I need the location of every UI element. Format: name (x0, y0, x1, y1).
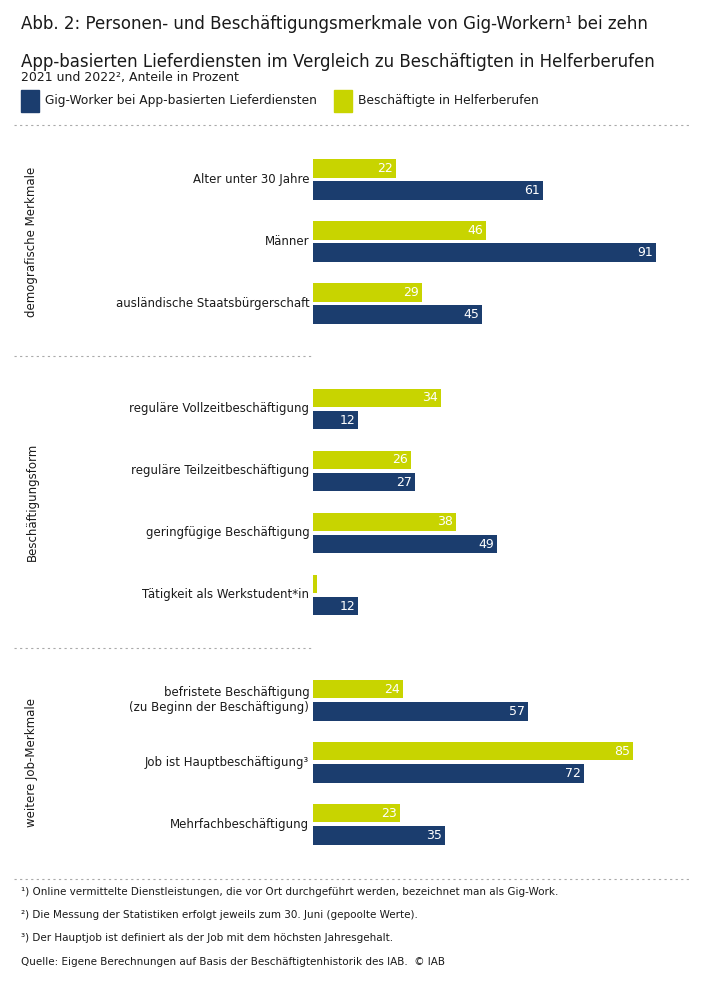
Text: 26: 26 (392, 454, 408, 467)
Text: geringfügige Beschäftigung: geringfügige Beschäftigung (146, 526, 309, 539)
Text: reguläre Teilzeitbeschäftigung: reguläre Teilzeitbeschäftigung (131, 465, 309, 478)
Text: Mehrfachbeschäftigung: Mehrfachbeschäftigung (170, 817, 309, 831)
Text: 46: 46 (467, 224, 483, 237)
Text: 45: 45 (464, 308, 479, 322)
Bar (313, 680, 403, 699)
Text: 61: 61 (524, 184, 540, 198)
Text: 2021 und 2022², Anteile in Prozent: 2021 und 2022², Anteile in Prozent (21, 71, 239, 84)
Text: Beschäftigungsform: Beschäftigungsform (26, 443, 38, 561)
Text: 12: 12 (339, 600, 355, 613)
Bar (313, 411, 358, 429)
Text: Job ist Hauptbeschäftigung³: Job ist Hauptbeschäftigung³ (145, 756, 309, 769)
Text: App-basierten Lieferdiensten im Vergleich zu Beschäftigten in Helferberufen: App-basierten Lieferdiensten im Vergleic… (21, 53, 655, 72)
Text: Abb. 2: Personen- und Beschäftigungsmerkmale von Gig-Workern¹ bei zehn: Abb. 2: Personen- und Beschäftigungsmerk… (21, 15, 648, 33)
Text: reguläre Vollzeitbeschäftigung: reguläre Vollzeitbeschäftigung (129, 402, 309, 415)
Text: Gig-Worker bei App-basierten Lieferdiensten: Gig-Worker bei App-basierten Lieferdiens… (45, 95, 316, 107)
Bar (313, 221, 486, 240)
Text: Beschäftigte in Helferberufen: Beschäftigte in Helferberufen (358, 95, 538, 107)
Text: 35: 35 (426, 829, 442, 842)
Bar (313, 244, 656, 262)
Text: demografische Merkmale: demografische Merkmale (26, 166, 38, 317)
Bar (313, 764, 584, 783)
Bar (313, 597, 358, 616)
Text: 12: 12 (339, 413, 355, 426)
Text: 22: 22 (377, 162, 392, 175)
Bar (313, 804, 400, 823)
Bar (313, 703, 528, 721)
Text: ²) Die Messung der Statistiken erfolgt jeweils zum 30. Juni (gepoolte Werte).: ²) Die Messung der Statistiken erfolgt j… (21, 910, 418, 920)
Bar (313, 451, 411, 469)
Text: 34: 34 (422, 391, 438, 404)
Text: Tätigkeit als Werkstudent*in: Tätigkeit als Werkstudent*in (142, 589, 309, 602)
Text: Alter unter 30 Jahre: Alter unter 30 Jahre (193, 173, 309, 186)
Text: 38: 38 (437, 515, 453, 528)
Bar (313, 388, 441, 407)
Text: 72: 72 (565, 767, 581, 780)
Bar (313, 181, 542, 200)
Text: 91: 91 (637, 246, 653, 259)
Bar (313, 575, 316, 593)
Text: 49: 49 (479, 537, 494, 550)
Text: Männer: Männer (264, 235, 309, 248)
Bar (313, 159, 396, 177)
Bar (313, 742, 633, 760)
Text: 57: 57 (508, 705, 525, 718)
Text: 23: 23 (381, 806, 397, 820)
Bar (313, 305, 482, 324)
Bar (313, 473, 415, 492)
Bar (313, 512, 456, 531)
Text: befristete Beschäftigung
(zu Beginn der Beschäftigung): befristete Beschäftigung (zu Beginn der … (129, 686, 309, 715)
Text: ³) Der Hauptjob ist definiert als der Job mit dem höchsten Jahresgehalt.: ³) Der Hauptjob ist definiert als der Jo… (21, 933, 393, 943)
Text: 85: 85 (614, 745, 630, 758)
Text: weitere Job-Merkmale: weitere Job-Merkmale (26, 698, 38, 827)
Text: 29: 29 (403, 286, 419, 299)
Bar (313, 827, 445, 845)
Text: 1: 1 (320, 578, 328, 591)
Text: 27: 27 (396, 476, 412, 489)
Text: ¹) Online vermittelte Dienstleistungen, die vor Ort durchgeführt werden, bezeich: ¹) Online vermittelte Dienstleistungen, … (21, 887, 559, 897)
Text: 24: 24 (385, 682, 400, 696)
Text: Quelle: Eigene Berechnungen auf Basis der Beschäftigtenhistorik des IAB.  © IAB: Quelle: Eigene Berechnungen auf Basis de… (21, 957, 445, 967)
Text: ausländische Staatsbürgerschaft: ausländische Staatsbürgerschaft (115, 297, 309, 310)
Bar (313, 283, 422, 301)
Bar (313, 535, 498, 553)
